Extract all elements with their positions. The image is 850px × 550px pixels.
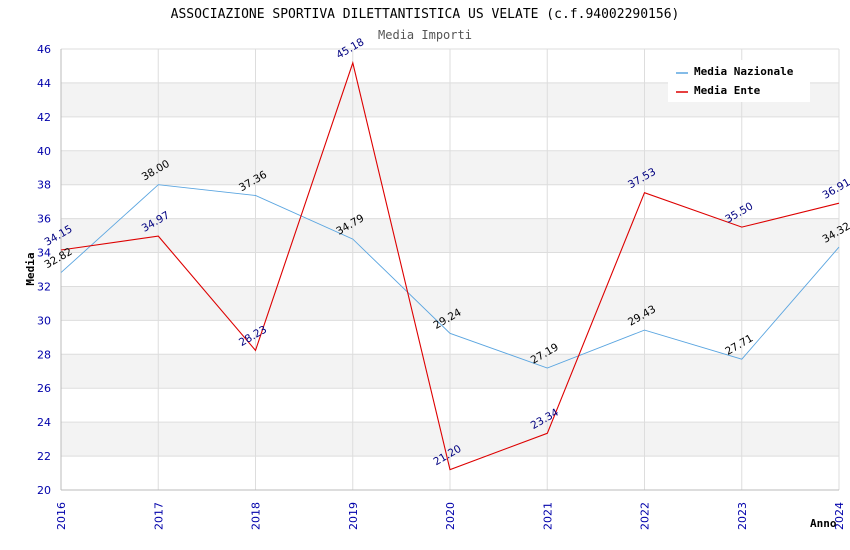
chart-title: ASSOCIAZIONE SPORTIVA DILETTANTISTICA US… (171, 7, 680, 22)
legend-background (668, 60, 810, 102)
y-tick-label: 24 (37, 416, 51, 429)
x-tick-label: 2017 (152, 502, 165, 530)
grid-lines (60, 48, 840, 491)
series-group (60, 60, 840, 471)
x-tick-label: 2021 (541, 502, 554, 530)
y-tick-label: 40 (37, 145, 51, 158)
axes (60, 49, 839, 491)
legend-label-media-nazionale: Media Nazionale (694, 65, 794, 78)
chart-subtitle: Media Importi (378, 28, 472, 42)
y-tick-label: 44 (37, 77, 51, 90)
y-tick-label: 32 (37, 280, 51, 293)
y-tick-label: 34 (37, 247, 51, 260)
legend: Media Nazionale Media Ente (668, 60, 810, 102)
y-tick-label: 42 (37, 111, 51, 124)
x-tick-label: 2016 (55, 502, 68, 530)
series-line-media-nazionale (60, 184, 840, 369)
x-tick-label: 2024 (833, 502, 846, 530)
legend-label-media-ente: Media Ente (694, 84, 761, 97)
x-tick-label: 2018 (250, 502, 263, 530)
y-tick-label: 26 (37, 382, 51, 395)
y-tick-label: 36 (37, 213, 51, 226)
data-label: 28.23 (237, 324, 269, 349)
y-tick-label: 22 (37, 450, 51, 463)
x-tick-labels: 2016 2017 2018 2019 2020 2021 2022 2023 2024 (55, 502, 846, 530)
y-tick-label: 38 (37, 179, 51, 192)
y-tick-labels: 20 22 24 26 28 30 32 34 36 38 40 42 44 46 (37, 43, 51, 497)
x-axis-label: Anno (810, 517, 837, 530)
data-label: 45.18 (334, 36, 366, 61)
y-tick-label: 20 (37, 484, 51, 497)
series-line-media-ente (60, 60, 840, 471)
y-tick-label: 30 (37, 314, 51, 327)
y-tick-label: 28 (37, 348, 51, 361)
y-axis-label: Media (24, 252, 37, 285)
y-tick-label: 46 (37, 43, 51, 56)
x-tick-label: 2022 (639, 502, 652, 530)
x-tick-label: 2023 (736, 502, 749, 530)
x-tick-label: 2020 (444, 502, 457, 530)
x-tick-label: 2019 (347, 502, 360, 530)
